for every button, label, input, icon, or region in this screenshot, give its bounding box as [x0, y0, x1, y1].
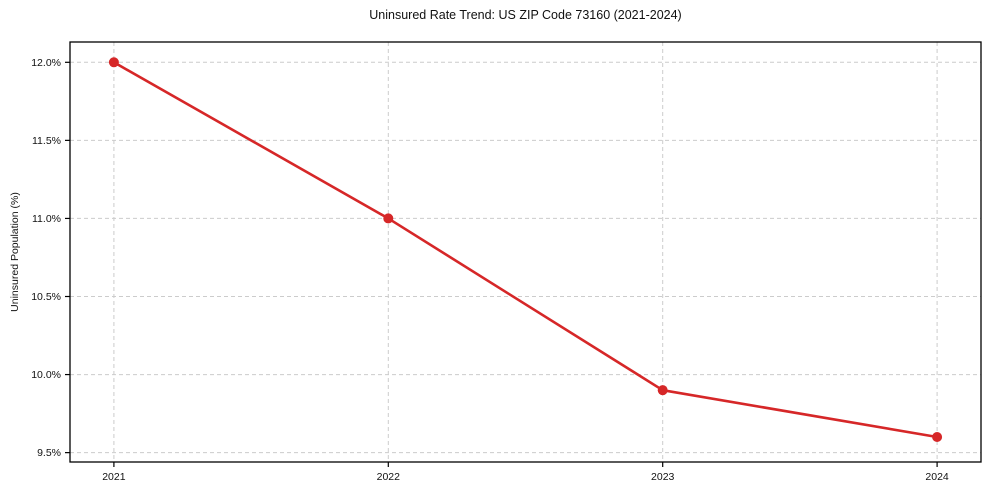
y-tick-label: 9.5%	[37, 447, 61, 459]
data-point	[657, 385, 668, 396]
y-tick-label: 11.5%	[32, 135, 61, 147]
chart-title: Uninsured Rate Trend: US ZIP Code 73160 …	[369, 8, 682, 22]
data-point	[383, 213, 394, 224]
trend-line	[112, 60, 939, 439]
y-tick-label: 12.0%	[31, 57, 61, 69]
x-tick-label: 2021	[102, 471, 126, 483]
y-tick-label: 11.0%	[32, 213, 61, 225]
data-point	[932, 432, 943, 443]
y-tick-label: 10.5%	[31, 291, 61, 303]
x-tick-label: 2022	[377, 471, 401, 483]
plot-border	[69, 41, 982, 463]
x-tick-label: 2023	[651, 471, 675, 483]
data-point	[108, 57, 119, 68]
x-tick-label: 2024	[925, 471, 949, 483]
y-tick-label: 10.0%	[31, 369, 61, 381]
